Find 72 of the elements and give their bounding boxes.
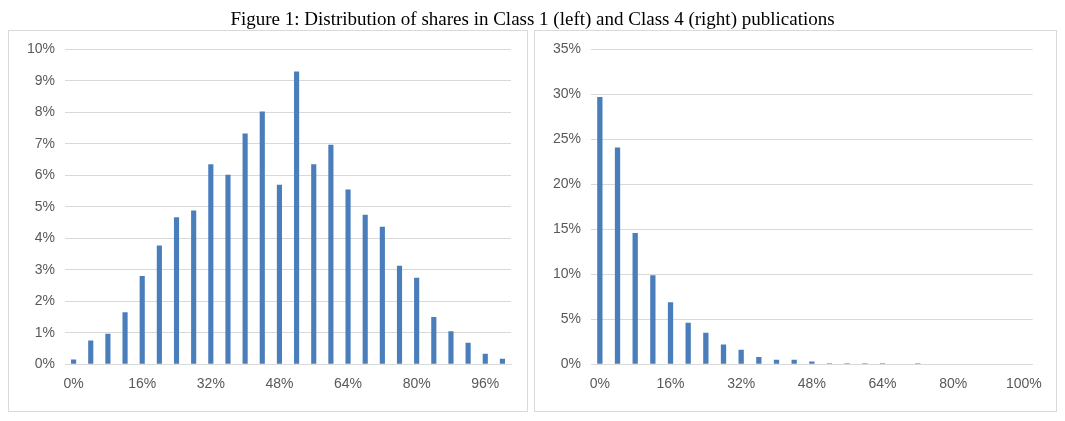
bar: [667, 302, 674, 364]
bar: [173, 217, 180, 364]
bar: [756, 357, 762, 364]
bar: [614, 147, 621, 364]
x-tick-label: 32%: [196, 375, 225, 392]
y-tick-label: 8%: [34, 103, 56, 120]
y-tick-label: 3%: [34, 260, 56, 277]
x-tick-label: 64%: [868, 375, 897, 392]
y-tick-label: 15%: [552, 220, 582, 237]
bar: [773, 359, 780, 364]
bar: [482, 353, 488, 364]
y-tick-label: 2%: [34, 292, 56, 309]
bar: [720, 344, 727, 364]
bar: [791, 359, 797, 364]
y-tick-label: 0%: [34, 355, 56, 372]
bar: [328, 144, 334, 364]
y-tick-label: 7%: [34, 134, 56, 151]
y-tick-label: 4%: [34, 229, 56, 246]
bar: [242, 133, 248, 364]
bar: [156, 245, 162, 364]
bar: [448, 331, 454, 364]
x-tick-label: 100%: [1005, 375, 1042, 392]
y-tick-label: 10%: [26, 40, 56, 57]
x-tick-label: 48%: [265, 375, 294, 392]
x-tick-label: 16%: [656, 375, 685, 392]
x-tick-label: 0%: [589, 375, 610, 392]
x-tick-label: 48%: [797, 375, 826, 392]
x-tick-label: 80%: [939, 375, 968, 392]
x-tick-label: 96%: [471, 375, 500, 392]
bar: [738, 349, 744, 364]
x-tick-label: 32%: [727, 375, 756, 392]
bar: [122, 312, 128, 364]
bar: [499, 358, 505, 364]
x-tick-label: 0%: [63, 375, 84, 392]
bar: [311, 164, 317, 364]
y-tick-label: 35%: [552, 40, 582, 57]
bar: [139, 276, 145, 364]
x-tick-label: 80%: [402, 375, 431, 392]
bar: [88, 340, 94, 364]
y-tick-label: 1%: [34, 323, 56, 340]
bar: [345, 189, 351, 364]
y-tick-label: 30%: [552, 85, 582, 102]
bar: [431, 316, 437, 364]
bar: [362, 214, 368, 364]
bar: [703, 332, 709, 364]
bar: [105, 333, 111, 364]
bar: [650, 275, 656, 364]
y-tick-label: 9%: [34, 71, 56, 88]
bar: [465, 342, 471, 364]
bar: [208, 164, 214, 364]
y-tick-label: 10%: [552, 265, 582, 282]
chart-title: Figure 1: Distribution of shares in Class 1 (left) and Class 4 (right) publications: [229, 8, 836, 30]
y-tick-label: 0%: [560, 355, 582, 372]
bar: [294, 71, 300, 364]
bar: [379, 226, 385, 364]
y-tick-label: 5%: [34, 197, 56, 214]
bar: [259, 111, 265, 364]
bar: [191, 210, 197, 364]
bar: [414, 277, 420, 364]
bar: [71, 359, 77, 364]
x-tick-label: 64%: [334, 375, 363, 392]
bar: [396, 265, 403, 364]
bar: [632, 232, 638, 364]
bar: [685, 322, 691, 364]
y-tick-label: 5%: [560, 310, 582, 327]
x-tick-label: 16%: [128, 375, 157, 392]
bar: [276, 184, 283, 364]
y-tick-label: 6%: [34, 166, 56, 183]
y-tick-label: 25%: [552, 130, 582, 147]
bar: [225, 174, 231, 364]
bar: [597, 97, 603, 364]
y-tick-label: 20%: [552, 175, 582, 192]
